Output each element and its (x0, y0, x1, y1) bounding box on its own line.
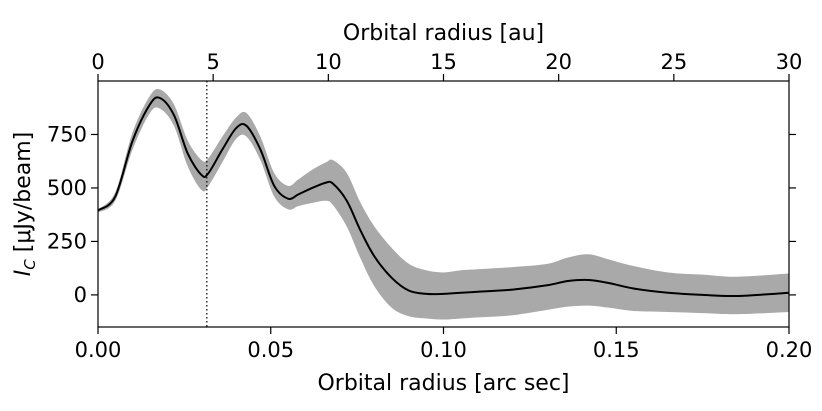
top-x-tick-label: 15 (430, 50, 457, 74)
ticks: 0.00 0.05 0.10 0.15 0.20 0 5 10 15 20 25 30 0 250 500 7… (47, 50, 812, 362)
x-tick-label: 0.05 (247, 338, 294, 362)
top-x-tick-label: 20 (545, 50, 572, 74)
top-x-tick-label: 30 (776, 50, 803, 74)
x-tick-label: 0.10 (420, 338, 467, 362)
x-tick-label: 0.15 (593, 338, 640, 362)
intensity-line (98, 96, 789, 298)
y-tick-label: 750 (47, 122, 87, 146)
y-tick-label: 500 (47, 176, 87, 200)
top-x-tick-label: 0 (91, 50, 104, 74)
top-x-axis-label: Orbital radius [au] (343, 21, 544, 46)
x-tick-label: 0.20 (766, 338, 813, 362)
top-x-tick-label: 5 (206, 50, 219, 74)
y-tick-label: 250 (47, 229, 87, 253)
y-axis-label-unit: [μJy/beam] (11, 132, 36, 260)
uncertainty-band (98, 88, 789, 320)
y-axis-label-subscript: C (21, 259, 39, 270)
y-axis-label: IC [μJy/beam] (11, 132, 39, 276)
top-x-tick-label: 10 (315, 50, 342, 74)
plot-area (98, 81, 789, 327)
x-axis-label: Orbital radius [arc sec] (317, 371, 569, 396)
y-axis-label-main: I (11, 270, 36, 277)
x-tick-label: 0.00 (75, 338, 122, 362)
y-tick-label: 0 (74, 283, 87, 307)
top-x-tick-label: 25 (660, 50, 687, 74)
